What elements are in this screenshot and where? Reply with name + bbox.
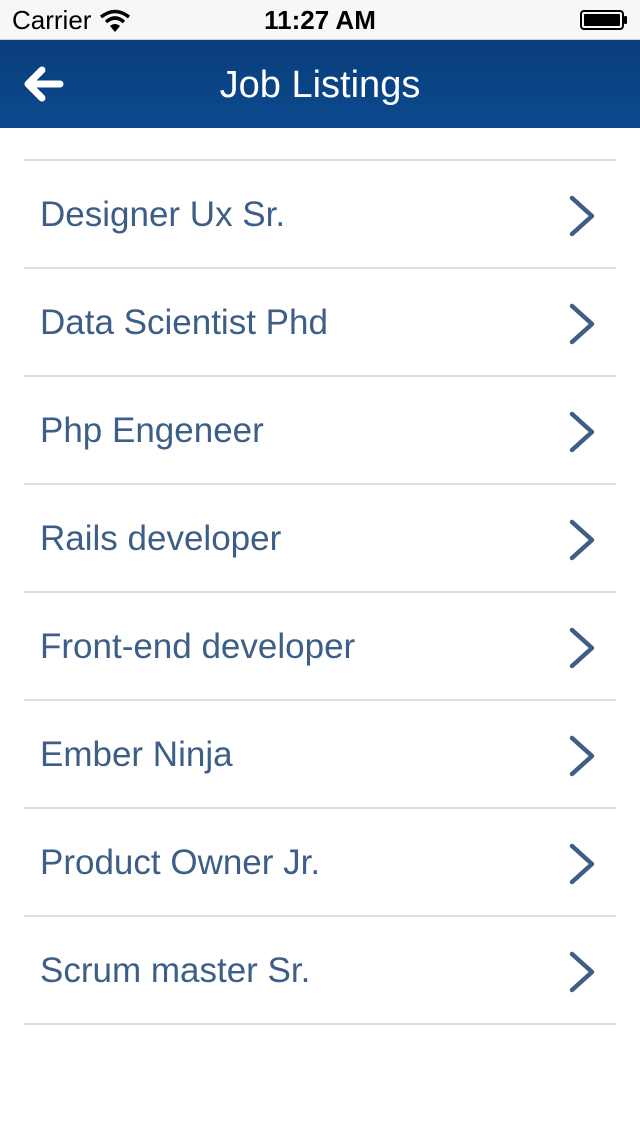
chevron-right-icon [569,195,595,237]
job-title: Front-end developer [40,627,356,666]
job-list-item[interactable]: Data Scientist Phd [24,269,616,377]
job-list-item[interactable]: Scrum master Sr. [24,917,616,1025]
job-list-item[interactable]: Php Engeneer [24,377,616,485]
carrier-info: Carrier [12,5,131,36]
chevron-right-icon [569,843,595,885]
job-list: Designer Ux Sr. Data Scientist Phd Php E… [24,159,616,1025]
job-list-item[interactable]: Ember Ninja [24,701,616,809]
job-list-item[interactable]: Designer Ux Sr. [24,161,616,269]
chevron-right-icon [569,519,595,561]
navigation-bar: Job Listings [0,40,640,128]
job-title: Designer Ux Sr. [40,195,286,234]
page-title: Job Listings [219,64,421,106]
job-title: Php Engeneer [40,411,264,450]
chevron-right-icon [569,411,595,453]
job-list-item[interactable]: Rails developer [24,485,616,593]
job-list-item[interactable]: Product Owner Jr. [24,809,616,917]
job-title: Scrum master Sr. [40,951,311,990]
job-title: Ember Ninja [40,735,233,774]
chevron-right-icon [569,735,595,777]
back-arrow-icon[interactable] [20,60,68,108]
battery-icon [580,10,627,30]
chevron-right-icon [569,951,595,993]
job-list-item[interactable]: Front-end developer [24,593,616,701]
status-bar: Carrier 11:27 AM [0,0,640,40]
carrier-label: Carrier [12,5,92,35]
wifi-icon [100,9,131,32]
chevron-right-icon [569,303,595,345]
job-title: Product Owner Jr. [40,843,321,882]
job-title: Rails developer [40,519,282,558]
job-title: Data Scientist Phd [40,303,328,342]
chevron-right-icon [569,627,595,669]
status-time: 11:27 AM [264,5,376,35]
